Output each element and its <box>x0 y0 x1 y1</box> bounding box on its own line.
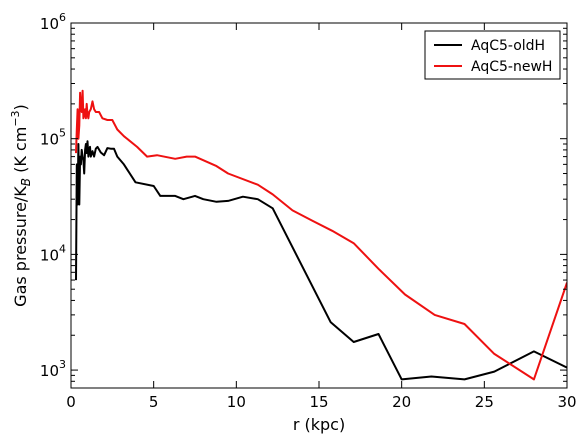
legend-box <box>424 30 561 80</box>
y-tick-label: 103 <box>40 358 66 380</box>
x-tick-label: 20 <box>392 393 411 411</box>
legend: AqC5-oldH AqC5-newH <box>424 30 561 80</box>
y-tick-label: 105 <box>40 127 66 149</box>
x-tick-label: 10 <box>227 393 246 411</box>
y-axis-label-subscript: B <box>19 178 33 186</box>
y-axis-label-main: Gas pressure/K <box>11 186 30 307</box>
series-line-newH <box>75 89 567 381</box>
tick-layer <box>70 22 568 389</box>
y-axis-label: Gas pressure/KB (K cm−3) <box>9 104 33 307</box>
x-tick-label: 25 <box>475 393 494 411</box>
y-axis-label-exponent: −3 <box>9 110 22 126</box>
x-tick-label: 30 <box>557 393 576 411</box>
x-tick-labels: 0 5 10 15 20 25 30 <box>66 393 576 411</box>
legend-label-oldH: AqC5-oldH <box>471 38 545 54</box>
y-tick-label: 104 <box>40 242 66 264</box>
x-axis-label: r (kpc) <box>293 415 345 434</box>
series-line-oldH <box>75 140 567 381</box>
series-layer <box>75 89 567 381</box>
x-tick-label: 15 <box>309 393 328 411</box>
x-tick-label: 0 <box>66 393 76 411</box>
y-axis-label-units: (K cm <box>11 127 30 178</box>
y-tick-label: 106 <box>40 11 66 33</box>
x-tick-label: 5 <box>149 393 159 411</box>
y-axis-label-close: ) <box>11 104 30 110</box>
y-tick-labels: 103 104 105 106 <box>40 11 66 380</box>
legend-label-newH: AqC5-newH <box>471 59 552 75</box>
